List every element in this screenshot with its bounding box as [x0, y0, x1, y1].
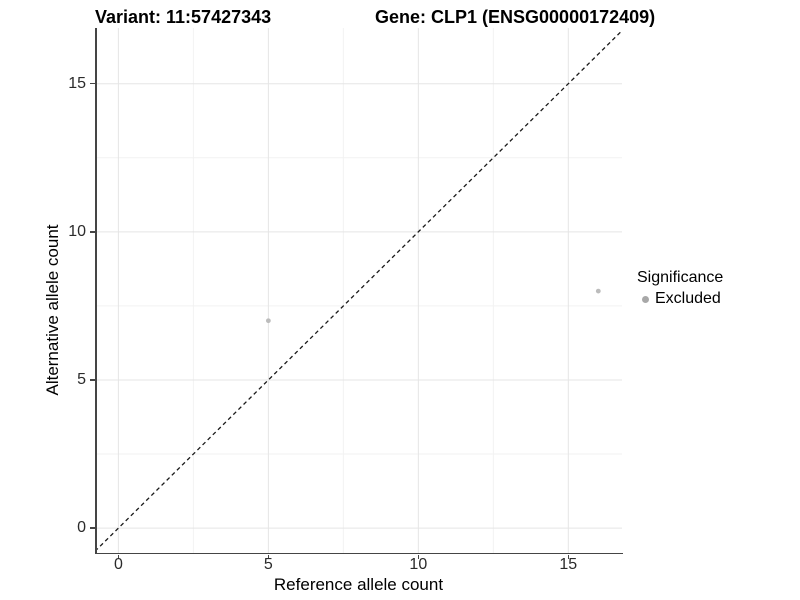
y-tick-label: 15	[68, 74, 86, 92]
x-tick-mark	[267, 554, 270, 559]
x-tick-mark	[417, 554, 420, 559]
scatter-chart	[95, 28, 622, 553]
x-axis-title: Reference allele count	[273, 575, 444, 594]
y-tick-label: 0	[77, 519, 86, 537]
x-tick-label: 5	[263, 556, 273, 573]
y-tick-mark	[90, 379, 95, 381]
plot-title-gene: Gene: CLP1 (ENSG00000172409)	[375, 7, 656, 27]
x-tick-label: 15	[559, 556, 578, 573]
y-tick-label: 5	[77, 370, 86, 388]
data-point	[595, 288, 601, 294]
legend-item-label: Excluded	[655, 290, 721, 307]
legend-item-excluded: Excluded	[637, 290, 723, 308]
legend-key	[637, 295, 654, 303]
legend-title: Significance	[637, 269, 724, 286]
x-tick-mark	[567, 554, 570, 559]
y-tick-label: 10	[68, 222, 86, 240]
x-tick-label: 10	[409, 556, 428, 573]
data-point	[265, 318, 271, 324]
x-axis-line	[95, 552, 623, 554]
excluded-point-icon	[642, 295, 649, 303]
y-tick-mark	[90, 231, 95, 233]
plot-panel	[95, 28, 622, 553]
identity-line	[95, 30, 622, 552]
legend: Significance Excluded	[637, 268, 723, 308]
x-tick-mark	[117, 554, 120, 559]
x-tick-label: 0	[113, 556, 123, 573]
y-tick-mark	[90, 82, 95, 85]
y-axis-title: Alternative allele count	[43, 224, 62, 396]
y-axis-line	[95, 28, 97, 554]
y-tick-mark	[90, 527, 95, 529]
plot-title-variant: Variant: 11:57427343	[95, 7, 272, 27]
